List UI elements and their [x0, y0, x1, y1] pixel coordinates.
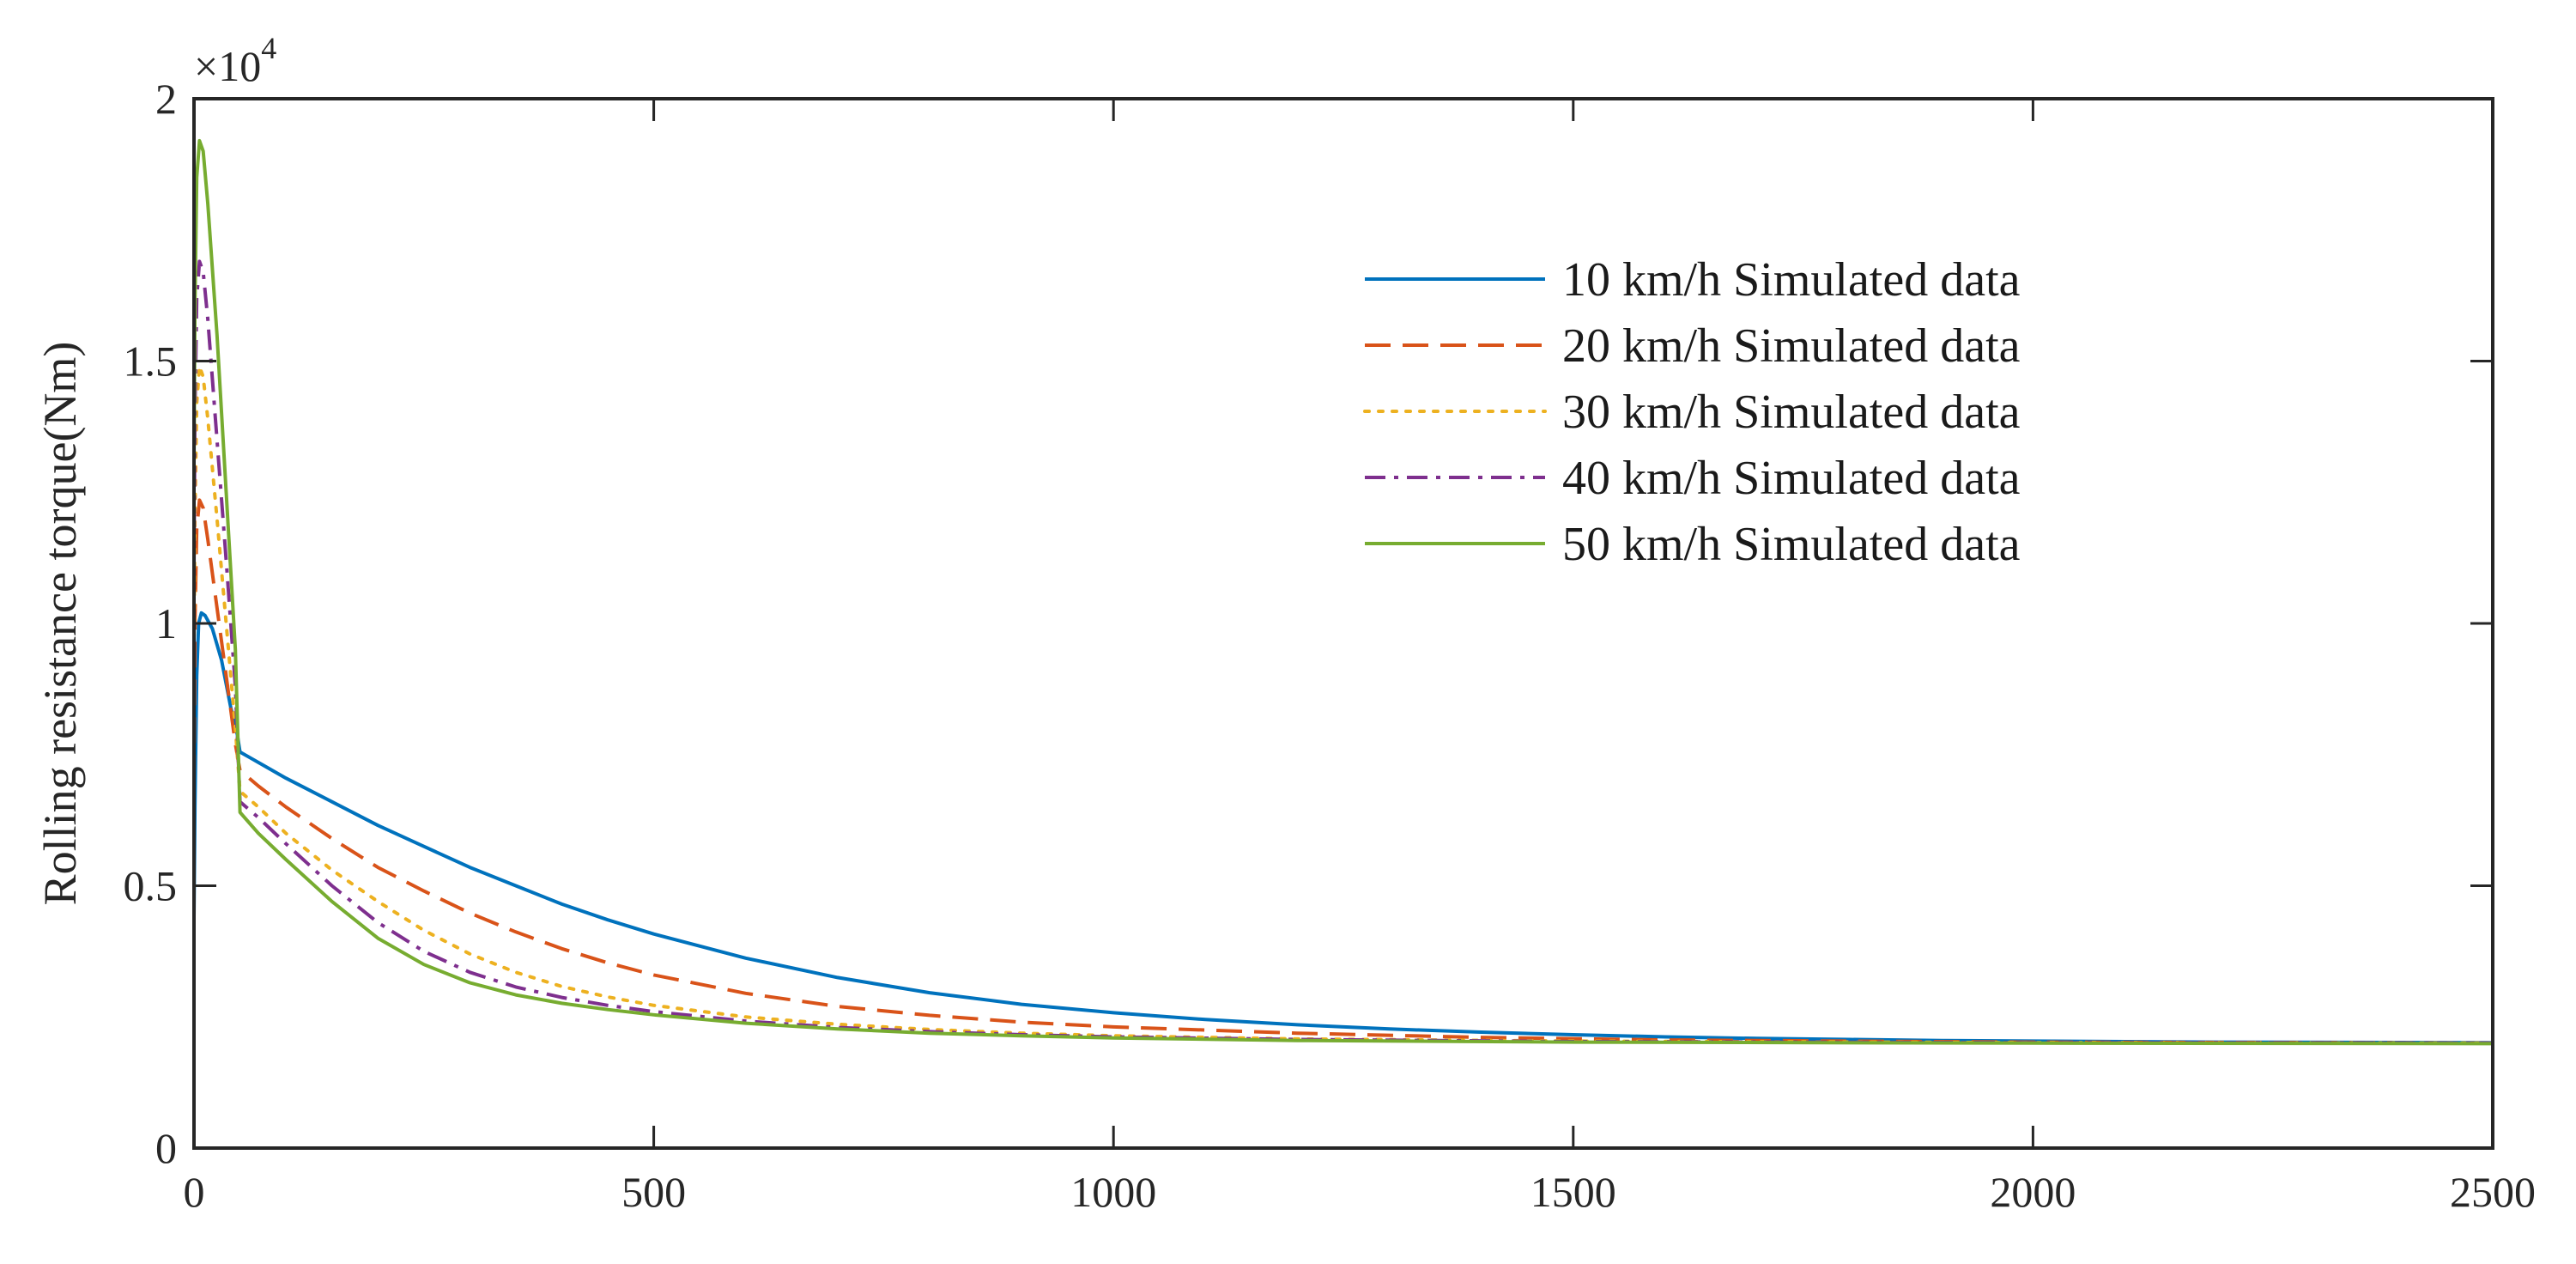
legend-label-5: 50 km/h Simulated data	[1562, 518, 2021, 571]
legend: 10 km/h Simulated data 20 km/h Simulated …	[1363, 253, 2021, 571]
legend-label-4: 40 km/h Simulated data	[1562, 452, 2021, 505]
series-layer	[192, 138, 2494, 1046]
legend-label-3: 30 km/h Simulated data	[1562, 386, 2021, 439]
y-tick-label: 0.5	[124, 862, 178, 910]
label-layer: 0 500 1000 1500 2000 2500 0 0.5 1 1.5 2	[124, 75, 2537, 1216]
series-line-5	[192, 138, 2494, 1046]
x-tick-label: 0	[184, 1168, 205, 1216]
series-line-2	[192, 498, 2494, 1045]
tick-layer	[192, 97, 2494, 1150]
legend-label-2: 20 km/h Simulated data	[1562, 319, 2021, 373]
y-multiplier-base: ×10	[194, 42, 261, 90]
y-multiplier-exponent: 4	[261, 31, 276, 65]
x-tick-label: 1500	[1530, 1168, 1616, 1216]
y-axis-label: Rolling resistance torque(Nm)	[34, 342, 86, 906]
x-tick-label: 1000	[1070, 1168, 1156, 1216]
y-tick-label: 1.5	[124, 337, 178, 386]
series-line-1	[192, 611, 2494, 1045]
y-multiplier-label: ×104	[194, 31, 276, 90]
legend-label-1: 10 km/h Simulated data	[1562, 253, 2021, 307]
x-tick-label: 500	[621, 1168, 686, 1216]
y-tick-label: 2	[155, 75, 177, 123]
x-tick-label: 2500	[2450, 1168, 2536, 1216]
plot-background	[194, 99, 2493, 1148]
x-tick-label: 2000	[1990, 1168, 2076, 1216]
y-tick-label: 0	[155, 1124, 177, 1172]
y-tick-label: 1	[155, 599, 177, 647]
